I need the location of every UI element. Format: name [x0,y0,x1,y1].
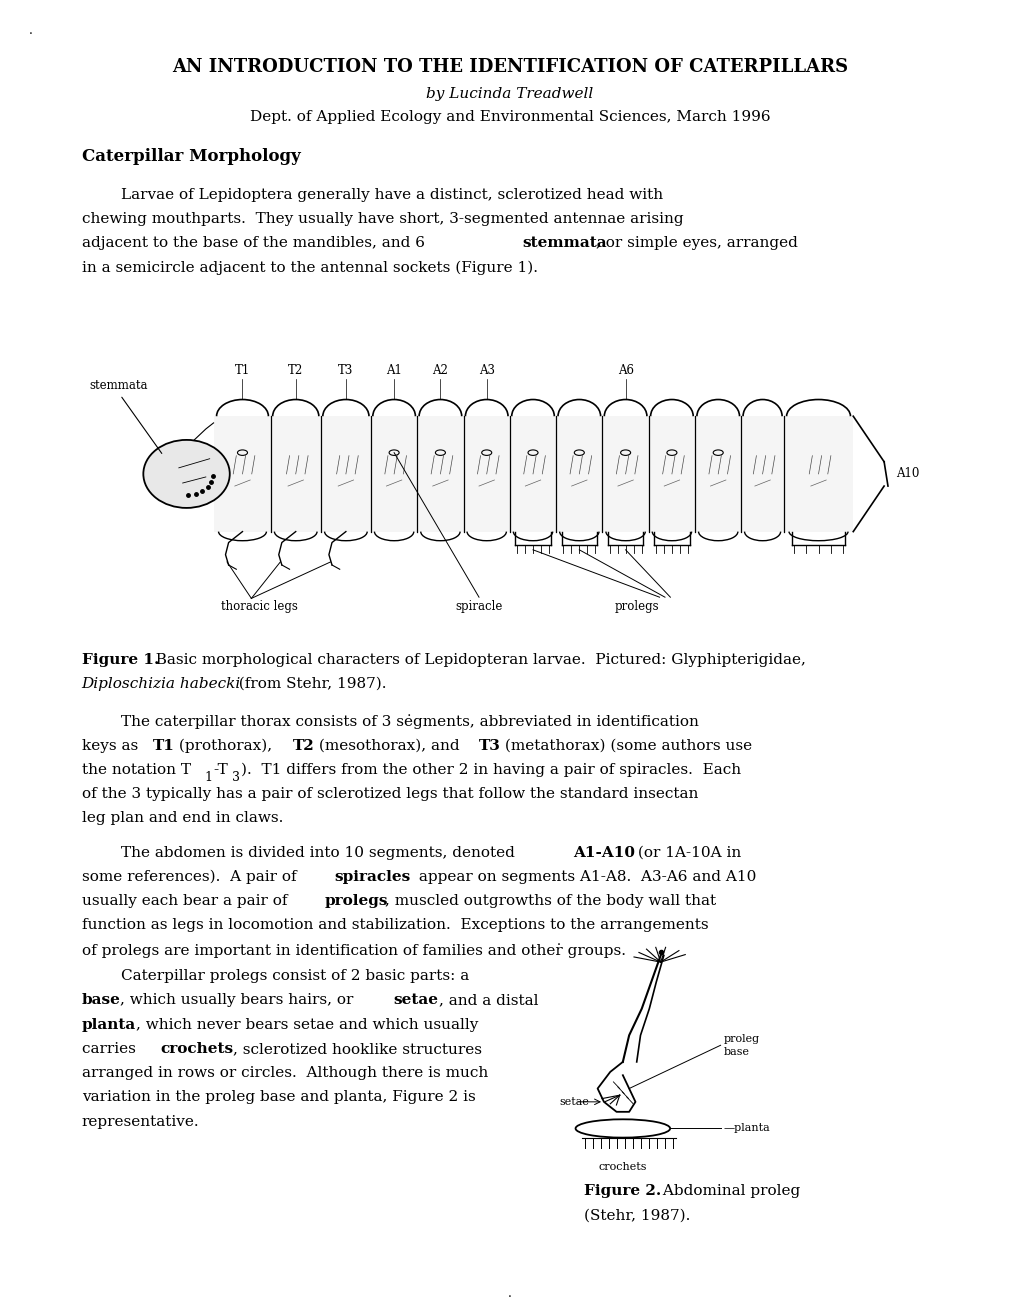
Text: base: base [723,1046,749,1057]
Text: carries: carries [82,1043,145,1056]
Text: Larvae of Lepidoptera generally have a distinct, sclerotized head with: Larvae of Lepidoptera generally have a d… [82,188,662,202]
Text: thoracic legs: thoracic legs [220,600,298,613]
Text: setae: setae [393,993,438,1007]
Text: base: base [82,993,120,1007]
Text: function as legs in locomotion and stabilization.  Exceptions to the arrangement: function as legs in locomotion and stabi… [82,919,707,932]
Text: Dept. of Applied Ecology and Environmental Sciences, March 1996: Dept. of Applied Ecology and Environment… [250,110,769,125]
Text: arranged in rows or circles.  Although there is much: arranged in rows or circles. Although th… [82,1066,487,1081]
Text: of prolegs are important in identification of families and otheṙ groups.: of prolegs are important in identificati… [82,943,625,957]
Text: .: . [507,1287,512,1300]
Text: T2: T2 [287,364,303,377]
Text: AN INTRODUCTION TO THE IDENTIFICATION OF CATERPILLARS: AN INTRODUCTION TO THE IDENTIFICATION OF… [172,58,847,76]
Text: T3: T3 [338,364,354,377]
Text: representative.: representative. [82,1115,199,1129]
Text: (mesothorax), and: (mesothorax), and [314,738,465,752]
Text: by Lucinda Treadwell: by Lucinda Treadwell [426,87,593,101]
Text: Basic morphological characters of Lepidopteran larvae.  Pictured: Glyphipterigid: Basic morphological characters of Lepido… [146,653,805,667]
Text: (metathorax) (some authors use: (metathorax) (some authors use [499,738,751,752]
Text: T3: T3 [478,738,499,752]
Text: A1: A1 [386,364,401,377]
Text: -T: -T [213,763,227,777]
Text: setae: setae [559,1096,589,1107]
Text: spiracles: spiracles [334,871,411,884]
Text: T1: T1 [153,738,174,752]
Text: A1-A10: A1-A10 [573,846,635,860]
Text: Abdominal proleg: Abdominal proleg [657,1184,799,1199]
Text: stemmata: stemmata [522,236,606,251]
Text: Figure 2.: Figure 2. [584,1184,661,1199]
Text: of the 3 typically has a pair of sclerotized legs that follow the standard insec: of the 3 typically has a pair of sclerot… [82,786,697,801]
Text: Caterpillar prolegs consist of 2 basic parts: a: Caterpillar prolegs consist of 2 basic p… [82,969,469,983]
Text: spiracle: spiracle [454,600,502,613]
Text: prolegs: prolegs [614,600,659,613]
Text: crochets: crochets [160,1043,233,1056]
Text: , which usually bears hairs, or: , which usually bears hairs, or [120,993,359,1007]
Text: , and a distal: , and a distal [438,993,538,1007]
Polygon shape [214,416,853,532]
Text: .: . [29,24,33,37]
Text: variation in the proleg base and planta, Figure 2 is: variation in the proleg base and planta,… [82,1090,475,1104]
Text: Caterpillar Morphology: Caterpillar Morphology [82,148,300,165]
Text: T1: T1 [234,364,250,377]
Text: ).  T1 differs from the other 2 in having a pair of spiracles.  Each: ). T1 differs from the other 2 in having… [240,763,740,777]
Text: stemmata: stemmata [90,379,148,391]
Text: some references).  A pair of: some references). A pair of [82,871,301,884]
Text: A2: A2 [432,364,448,377]
Text: leg plan and end in claws.: leg plan and end in claws. [82,811,282,826]
Text: The abdomen is divided into 10 segments, denoted: The abdomen is divided into 10 segments,… [82,846,519,860]
Text: (from Stehr, 1987).: (from Stehr, 1987). [229,678,386,691]
Text: A10: A10 [895,467,918,481]
Text: appear on segments A1-A8.  A3-A6 and A10: appear on segments A1-A8. A3-A6 and A10 [414,871,756,884]
Text: A6: A6 [618,364,633,377]
Text: Diploschizia habecki: Diploschizia habecki [82,678,240,691]
Text: , which never bears setae and which usually: , which never bears setae and which usua… [136,1018,478,1032]
Text: usually each bear a pair of: usually each bear a pair of [82,894,291,909]
Text: (or 1A-10A in: (or 1A-10A in [633,846,741,860]
Circle shape [144,440,229,508]
Text: The caterpillar thorax consists of 3 sėgments, abbreviated in identification: The caterpillar thorax consists of 3 sė… [82,714,698,729]
Text: , muscled outgrowths of the body wall that: , muscled outgrowths of the body wall th… [384,894,715,909]
Text: the notation T: the notation T [82,763,191,777]
Text: , sclerotized hooklike structures: , sclerotized hooklike structures [232,1043,481,1056]
Text: in a semicircle adjacent to the antennal sockets (Figure 1).: in a semicircle adjacent to the antennal… [82,260,537,274]
Text: (prothorax),: (prothorax), [174,738,277,752]
Text: adjacent to the base of the mandibles, and 6: adjacent to the base of the mandibles, a… [82,236,429,251]
Text: prolegs: prolegs [324,894,387,909]
Text: chewing mouthparts.  They usually have short, 3-segmented antennae arising: chewing mouthparts. They usually have sh… [82,213,683,226]
Text: Figure 1.: Figure 1. [82,653,159,667]
Text: T2: T2 [292,738,314,752]
Text: planta: planta [82,1018,136,1032]
Text: 1: 1 [204,771,212,784]
Text: , or simple eyes, arranged: , or simple eyes, arranged [595,236,797,251]
Text: 3: 3 [231,771,239,784]
Text: proleg: proleg [723,1033,759,1044]
Text: keys as: keys as [82,738,143,752]
Text: —planta: —planta [723,1124,769,1133]
Text: A3: A3 [478,364,494,377]
Text: crochets: crochets [598,1162,646,1171]
Text: (Stehr, 1987).: (Stehr, 1987). [584,1208,690,1222]
